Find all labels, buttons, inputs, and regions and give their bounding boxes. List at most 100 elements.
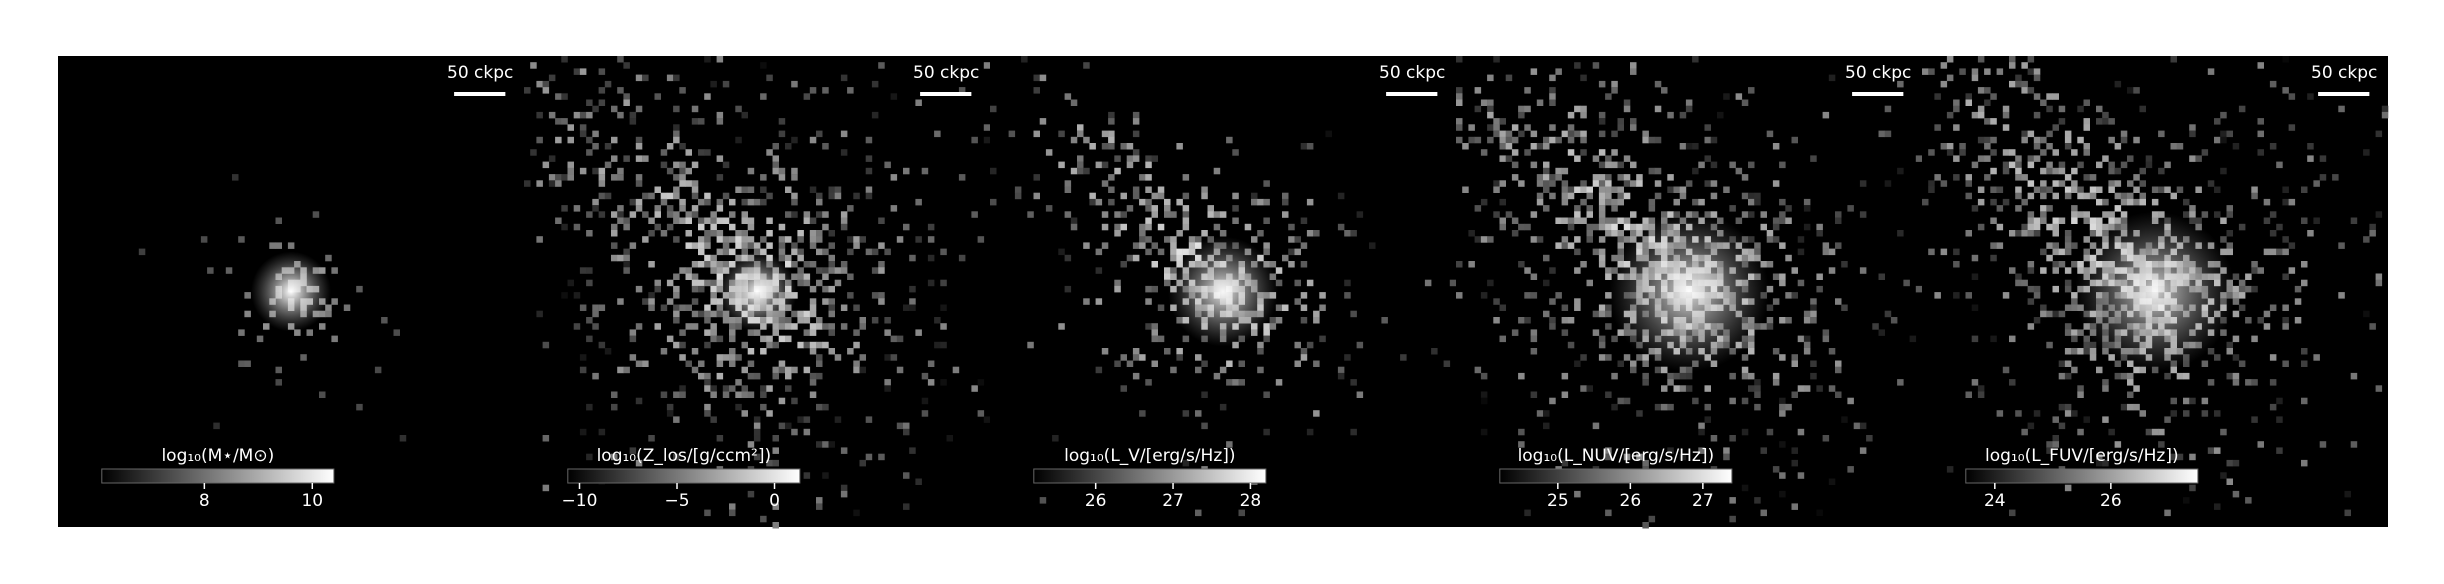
pixel [561, 56, 568, 63]
pixel [958, 254, 966, 262]
pixel [1487, 111, 1494, 119]
pixel [685, 273, 692, 280]
pixel [2214, 186, 2221, 193]
pixel [2301, 360, 2308, 367]
pixel [1567, 130, 1575, 138]
pixel [1480, 236, 1488, 243]
pixel [2040, 310, 2047, 318]
pixel [1039, 74, 1047, 82]
pixel [1126, 155, 1134, 162]
pixel [803, 366, 811, 374]
pixel [1300, 242, 1308, 249]
pixel [1511, 217, 1519, 224]
pixel [2176, 186, 2184, 193]
pixel [1561, 186, 1569, 193]
pixel [2288, 93, 2296, 100]
pixel [1574, 211, 1581, 218]
pixel [536, 236, 543, 243]
pixel [2363, 310, 2370, 318]
pixel [1748, 161, 1755, 169]
pixel [1748, 341, 1755, 349]
pixel [685, 180, 692, 187]
pixel [1139, 223, 1146, 231]
pixel [1530, 292, 1538, 299]
pixel [2002, 111, 2010, 119]
pixel [816, 360, 823, 367]
pixel [2207, 348, 2215, 355]
pixel [809, 379, 817, 386]
pixel [635, 360, 643, 367]
pixel [1033, 130, 1040, 138]
pixel [971, 385, 978, 392]
pixel [1704, 155, 1711, 162]
pixel [1182, 217, 1190, 224]
pixel [2009, 149, 2016, 156]
pixel [2120, 136, 2128, 144]
pixel [2170, 56, 2177, 63]
pixel [1580, 385, 1587, 392]
pixel [1592, 223, 1600, 231]
pixel [2226, 478, 2233, 485]
pixel [710, 385, 717, 392]
pixel [1598, 211, 1606, 218]
pixel [1350, 230, 1357, 237]
pixel [977, 379, 985, 386]
pixel [1704, 403, 1711, 411]
pixel [2046, 341, 2053, 349]
pixel [2071, 298, 2078, 305]
pixel [629, 354, 637, 361]
pixel [561, 223, 568, 231]
pixel [772, 435, 779, 442]
pixel [1120, 143, 1127, 150]
pixel [1611, 205, 1618, 212]
pixel [1524, 124, 1531, 131]
pixel [269, 242, 276, 249]
pixel [1580, 111, 1587, 119]
pixel [1574, 248, 1581, 256]
pixel [1574, 130, 1581, 138]
pixel [2071, 205, 2078, 212]
pixel [244, 310, 251, 318]
pixel [573, 323, 581, 330]
pixel [294, 329, 301, 336]
pixel [1120, 261, 1127, 268]
pixel [1990, 335, 1997, 343]
pixel [2176, 143, 2184, 150]
pixel [1114, 167, 1121, 175]
pixel [2033, 74, 2041, 82]
pixel [704, 217, 711, 224]
pixel [1630, 230, 1637, 237]
pixel [679, 217, 686, 224]
pixel [691, 261, 699, 268]
pixel [2077, 136, 2084, 144]
pixel [1592, 174, 1600, 181]
pixel [909, 285, 916, 293]
pixel [1524, 223, 1531, 231]
pixel [611, 136, 618, 144]
pixel [716, 230, 724, 237]
pixel [1381, 317, 1388, 324]
pixel [2350, 441, 2358, 448]
pixel [1772, 466, 1780, 473]
pixel [828, 304, 835, 311]
pixel [331, 298, 338, 305]
pixel [2214, 211, 2221, 218]
pixel [2226, 130, 2233, 138]
pixel [722, 385, 730, 392]
pixel [2114, 167, 2122, 175]
pixel [865, 186, 873, 193]
pixel [2089, 217, 2097, 224]
pixel [1897, 230, 1904, 237]
pixel [1710, 211, 1718, 218]
pixel [747, 372, 755, 380]
pixel [803, 428, 811, 436]
pixel [1108, 186, 1115, 193]
pixel [2046, 130, 2053, 138]
pixel [1536, 143, 1544, 150]
pixel [915, 478, 922, 485]
pixel [1984, 99, 1991, 106]
pixel [1126, 254, 1134, 262]
pixel [2257, 62, 2264, 69]
pixel [1754, 198, 1761, 206]
